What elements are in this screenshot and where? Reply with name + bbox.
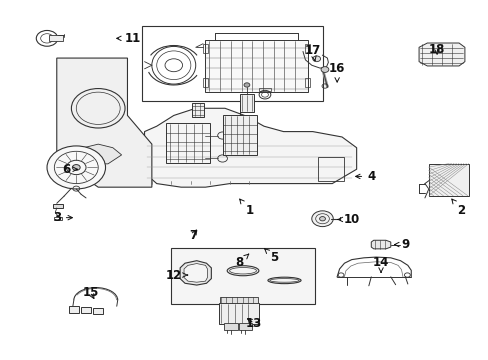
Text: 4: 4	[355, 170, 375, 183]
Text: 7: 7	[189, 229, 197, 242]
Text: 12: 12	[165, 269, 187, 282]
Bar	[219, 303, 259, 324]
Polygon shape	[76, 144, 122, 164]
Bar	[191, 103, 203, 117]
Polygon shape	[144, 108, 356, 187]
Bar	[166, 123, 210, 163]
Circle shape	[311, 211, 332, 226]
Polygon shape	[180, 261, 211, 285]
Bar	[428, 163, 468, 196]
Bar	[53, 204, 63, 208]
Text: 6: 6	[62, 163, 77, 176]
Bar	[203, 78, 207, 87]
Circle shape	[244, 83, 249, 87]
Bar	[239, 94, 254, 112]
Text: 9: 9	[394, 238, 408, 251]
Text: 5: 5	[264, 249, 277, 264]
Text: 2: 2	[451, 199, 465, 217]
Text: 17: 17	[304, 44, 320, 61]
Circle shape	[312, 56, 320, 62]
Text: 3: 3	[53, 211, 72, 224]
Text: 13: 13	[245, 317, 262, 330]
Bar	[54, 217, 62, 220]
Ellipse shape	[229, 267, 256, 274]
Ellipse shape	[269, 279, 299, 282]
Text: 10: 10	[337, 213, 359, 226]
Ellipse shape	[267, 277, 301, 284]
Bar	[305, 44, 310, 53]
Bar	[49, 36, 63, 41]
Bar	[171, 248, 315, 304]
Circle shape	[321, 67, 328, 72]
Bar	[305, 78, 310, 87]
Bar	[93, 308, 103, 314]
Bar	[203, 44, 207, 53]
Text: 18: 18	[428, 42, 445, 55]
Bar	[259, 88, 270, 91]
Polygon shape	[183, 264, 207, 282]
Circle shape	[47, 146, 105, 189]
Bar	[171, 248, 315, 304]
Text: 8: 8	[235, 254, 248, 269]
Text: 14: 14	[372, 256, 388, 272]
Bar	[222, 116, 256, 155]
Text: 15: 15	[82, 287, 99, 300]
Ellipse shape	[227, 266, 258, 276]
Text: 11: 11	[117, 32, 140, 45]
Bar	[69, 306, 79, 313]
Bar	[205, 40, 307, 92]
Polygon shape	[370, 240, 390, 249]
Polygon shape	[57, 58, 152, 187]
Text: 16: 16	[328, 62, 345, 82]
Polygon shape	[418, 43, 464, 66]
Bar	[317, 157, 344, 181]
Circle shape	[72, 165, 80, 170]
Bar	[142, 26, 322, 101]
Circle shape	[319, 217, 325, 221]
Text: 1: 1	[239, 199, 253, 217]
Bar	[238, 323, 252, 330]
Bar	[81, 307, 91, 314]
Bar	[224, 323, 237, 330]
Bar	[220, 297, 258, 303]
